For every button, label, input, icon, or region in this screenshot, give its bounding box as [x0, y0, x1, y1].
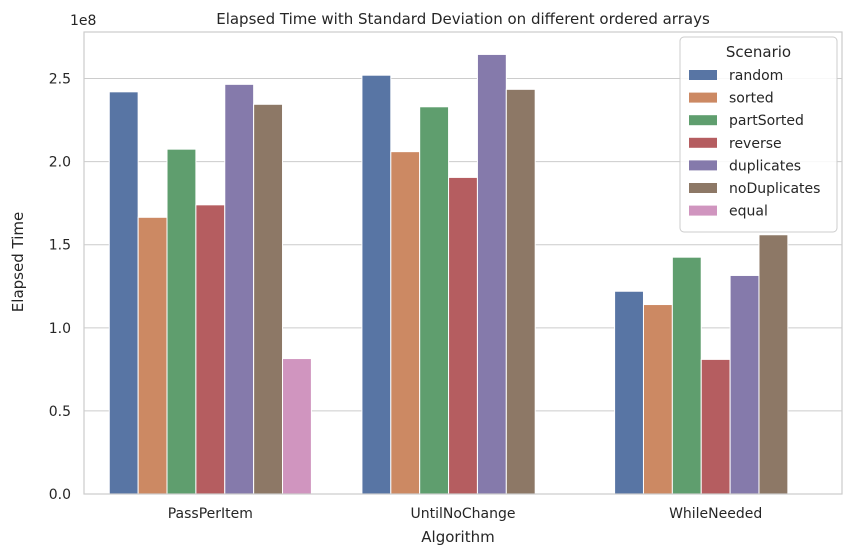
legend-swatch-reverse: [689, 137, 717, 148]
bar-duplicates-UntilNoChange: [476, 53, 507, 495]
plot-frame: [83, 31, 843, 495]
legend-swatch-partSorted: [689, 115, 717, 126]
axes: 0.0 0.5 1.0 1.5 2.0 2.5 PassPerItem UntilNoChan…: [49, 31, 843, 522]
legend-swatch-duplicates: [689, 160, 717, 171]
legend-swatch-noDuplicates: [689, 183, 717, 193]
y-tick-label: 0.5: [49, 404, 71, 420]
chart-title: Elapsed Time with Standard Deviation on …: [216, 10, 710, 28]
bar-noDuplicates-WhileNeeded: [758, 234, 789, 495]
y-tick-label: 1.5: [49, 238, 71, 254]
legend-label-equal: equal: [729, 204, 768, 220]
y-tick-label: 2.5: [49, 72, 71, 88]
legend-swatch-sorted: [689, 92, 717, 103]
bar-reverse-UntilNoChange: [448, 176, 478, 495]
bar-duplicates-PassPerItem: [224, 83, 255, 495]
bar-duplicates-WhileNeeded: [729, 274, 760, 495]
bar-random-UntilNoChange: [361, 74, 392, 495]
bar-partSorted-WhileNeeded: [671, 256, 702, 495]
x-tick-label: PassPerItem: [168, 506, 253, 522]
y-axis-label: Elapsed Time: [9, 212, 27, 312]
bar-sorted-PassPerItem: [137, 216, 168, 495]
bar-sorted-UntilNoChange: [390, 151, 421, 495]
legend: Scenario random sorted partSorted reverse dup…: [679, 36, 838, 233]
legend-label-reverse: reverse: [729, 136, 782, 152]
legend-label-partSorted: partSorted: [729, 113, 804, 129]
y-tick-label: 1.0: [49, 321, 71, 337]
y-tick-label: 0.0: [49, 487, 71, 503]
bar-reverse-WhileNeeded: [700, 358, 731, 495]
bars: [108, 53, 789, 495]
bar-noDuplicates-PassPerItem: [253, 103, 284, 495]
legend-box: [679, 36, 838, 233]
bar-sorted-WhileNeeded: [642, 304, 673, 495]
y-tick-label: 2.0: [49, 155, 71, 171]
x-tick-label: UntilNoChange: [410, 506, 515, 522]
bar-random-WhileNeeded: [614, 290, 644, 495]
legend-label-noDuplicates: noDuplicates: [729, 181, 820, 197]
legend-label-sorted: sorted: [729, 91, 774, 107]
bar-reverse-PassPerItem: [195, 204, 226, 495]
legend-title: Scenario: [726, 43, 791, 61]
bar-random-PassPerItem: [108, 91, 139, 495]
bar-partSorted-PassPerItem: [166, 148, 197, 495]
legend-label-duplicates: duplicates: [729, 158, 801, 174]
bar-noDuplicates-UntilNoChange: [505, 88, 536, 495]
legend-swatch-random: [689, 70, 717, 80]
x-axis-label: Algorithm: [421, 528, 494, 546]
x-tick-label: WhileNeeded: [669, 506, 762, 522]
y-offset-label: 1e8: [70, 13, 96, 29]
bar-partSorted-UntilNoChange: [419, 106, 450, 495]
bar-equal-PassPerItem: [282, 358, 312, 495]
legend-swatch-equal: [689, 205, 717, 216]
legend-label-random: random: [729, 68, 783, 84]
